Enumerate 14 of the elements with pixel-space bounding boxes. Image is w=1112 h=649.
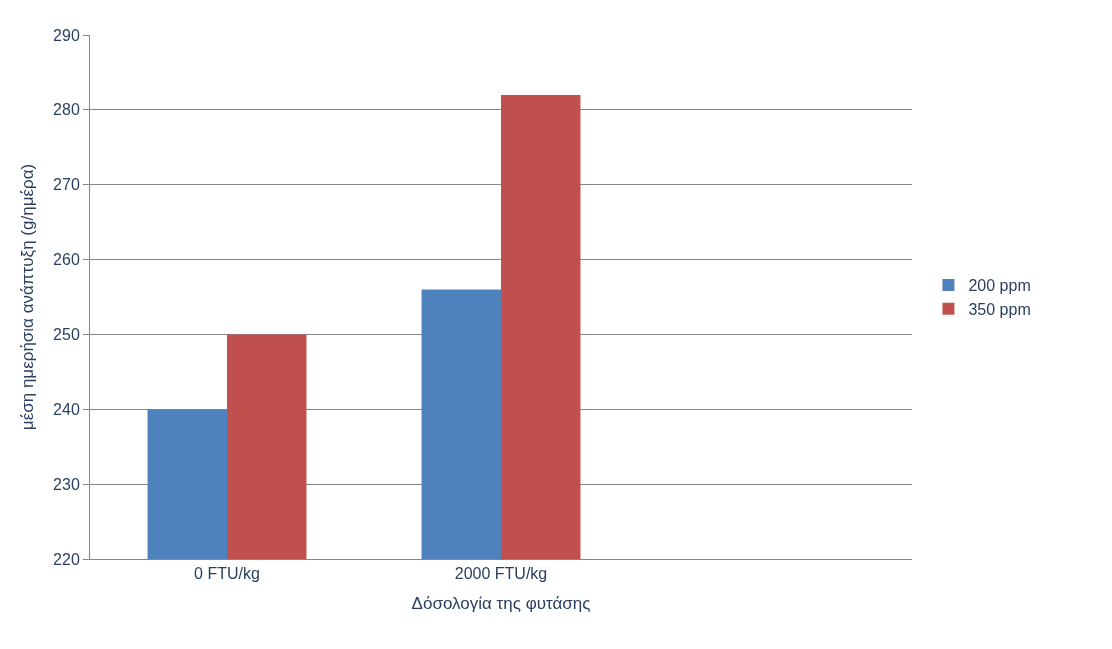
y-tick-label: 260 bbox=[53, 251, 80, 269]
legend-label: 350 ppm bbox=[968, 300, 1031, 318]
x-tick-label: 0 FTU/kg bbox=[194, 565, 260, 583]
y-tick-label: 240 bbox=[53, 400, 80, 418]
y-tick-label: 230 bbox=[53, 475, 80, 493]
y-tick-label: 220 bbox=[53, 550, 80, 568]
y-tick-label: 280 bbox=[53, 101, 80, 119]
y-tick-label: 270 bbox=[53, 176, 80, 194]
x-axis-title: Δόσολογία της φυτάσης bbox=[411, 593, 591, 613]
y-axis-title: μέση ημερήσια ανάπτυξη (g/ημέρα) bbox=[17, 163, 37, 431]
legend-label: 200 ppm bbox=[968, 277, 1031, 295]
x-tick-label: 2000 FTU/kg bbox=[454, 565, 548, 583]
y-tick-label: 290 bbox=[53, 26, 80, 44]
y-tick-label: 250 bbox=[53, 326, 80, 344]
